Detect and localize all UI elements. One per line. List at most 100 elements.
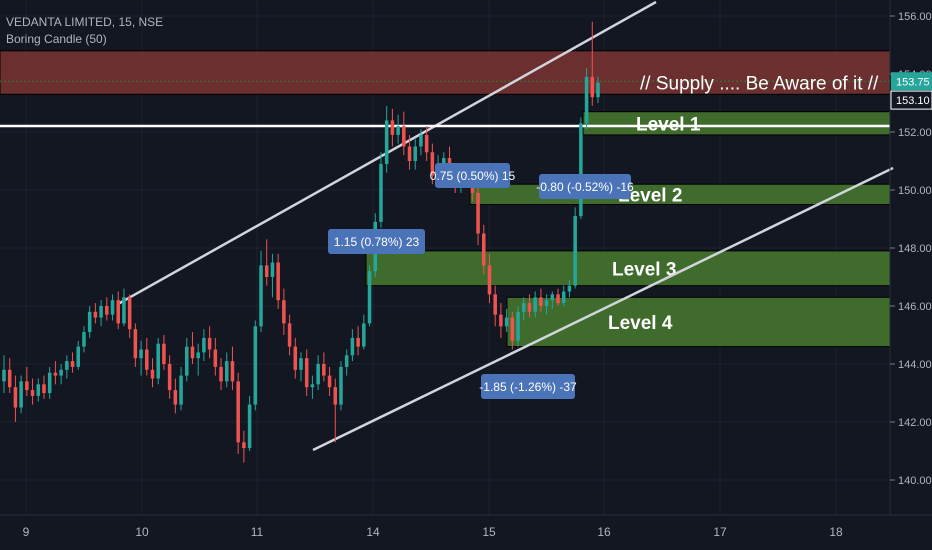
candle[interactable] <box>499 303 503 338</box>
candle[interactable] <box>579 117 583 220</box>
candle[interactable] <box>184 337 189 382</box>
candle[interactable] <box>590 21 595 106</box>
candle[interactable] <box>76 340 81 370</box>
candle[interactable] <box>253 320 258 411</box>
candle[interactable] <box>299 352 303 382</box>
candle[interactable] <box>224 352 229 388</box>
candle[interactable] <box>544 294 549 315</box>
candle[interactable] <box>390 108 395 147</box>
measurement-box[interactable] <box>435 163 510 188</box>
candle[interactable] <box>419 129 423 156</box>
candle[interactable] <box>47 366 52 399</box>
candle[interactable] <box>327 366 332 396</box>
candle[interactable] <box>196 343 200 376</box>
candle[interactable] <box>82 326 86 353</box>
candle[interactable] <box>510 311 515 350</box>
candle[interactable] <box>133 323 138 367</box>
measurement-box[interactable] <box>328 229 425 254</box>
candle[interactable] <box>30 378 35 405</box>
candle[interactable] <box>430 143 435 185</box>
candle[interactable] <box>87 306 92 338</box>
candle[interactable] <box>493 285 497 327</box>
candle[interactable] <box>396 114 400 144</box>
candle[interactable] <box>70 352 75 373</box>
candle[interactable] <box>282 288 286 335</box>
candle[interactable] <box>527 294 532 318</box>
candle[interactable] <box>139 340 143 376</box>
candle[interactable] <box>207 326 212 359</box>
candle[interactable] <box>356 326 360 356</box>
candle[interactable] <box>162 335 166 370</box>
candle[interactable] <box>516 306 520 347</box>
demand-zone-level-4[interactable] <box>506 296 891 348</box>
candle[interactable] <box>116 291 121 330</box>
candle[interactable] <box>304 349 309 396</box>
candle[interactable] <box>7 358 12 393</box>
candle[interactable] <box>287 314 292 356</box>
candle[interactable] <box>424 126 429 161</box>
candle[interactable] <box>110 294 115 321</box>
candle[interactable] <box>344 349 349 376</box>
candle[interactable] <box>487 253 492 304</box>
candle[interactable] <box>407 134 412 170</box>
candle[interactable] <box>293 337 298 379</box>
candle[interactable] <box>230 346 235 391</box>
candle[interactable] <box>339 361 343 411</box>
candle[interactable] <box>259 250 263 333</box>
candle[interactable] <box>476 187 480 246</box>
candle[interactable] <box>556 288 560 306</box>
candle[interactable] <box>127 294 132 338</box>
candle[interactable] <box>521 297 526 321</box>
candle[interactable] <box>567 279 572 298</box>
candle[interactable] <box>276 253 280 309</box>
candle[interactable] <box>42 375 46 399</box>
candle[interactable] <box>316 355 320 391</box>
measurement-box[interactable] <box>481 374 575 399</box>
candle[interactable] <box>270 253 275 298</box>
candle[interactable] <box>322 352 326 382</box>
candle[interactable] <box>99 300 103 327</box>
candle[interactable] <box>539 288 543 312</box>
candle[interactable] <box>236 372 240 454</box>
candle[interactable] <box>25 366 29 396</box>
candle[interactable] <box>310 375 315 399</box>
candle[interactable] <box>59 364 63 385</box>
candle[interactable] <box>93 303 98 324</box>
candle[interactable] <box>219 358 223 391</box>
candle[interactable] <box>402 111 406 156</box>
candle[interactable] <box>367 265 372 327</box>
candle[interactable] <box>379 152 383 228</box>
lower-channel-line[interactable] <box>312 166 894 452</box>
candle[interactable] <box>561 285 566 306</box>
candle[interactable] <box>190 332 195 364</box>
candle[interactable] <box>167 355 172 399</box>
candle[interactable] <box>413 137 418 170</box>
candle[interactable] <box>53 361 58 385</box>
candle[interactable] <box>350 329 355 362</box>
candle[interactable] <box>150 358 155 388</box>
candle[interactable] <box>213 337 218 376</box>
candle[interactable] <box>202 329 206 362</box>
candle[interactable] <box>596 76 600 103</box>
candle[interactable] <box>333 378 338 443</box>
candle[interactable] <box>179 366 183 411</box>
candle[interactable] <box>362 314 366 350</box>
candle[interactable] <box>264 239 269 286</box>
candle[interactable] <box>242 430 246 463</box>
candle[interactable] <box>533 291 537 318</box>
candle[interactable] <box>122 288 126 327</box>
candle[interactable] <box>145 337 149 376</box>
candle[interactable] <box>550 291 555 309</box>
demand-zone-level-3[interactable] <box>365 250 891 287</box>
candle[interactable] <box>384 105 389 173</box>
candle[interactable] <box>36 378 41 402</box>
candle[interactable] <box>65 355 69 379</box>
candle[interactable] <box>584 68 589 130</box>
candle[interactable] <box>156 337 160 385</box>
demand-zone-level-1[interactable] <box>582 111 891 136</box>
candle[interactable] <box>19 375 23 414</box>
candle[interactable] <box>173 378 178 414</box>
candle[interactable] <box>13 375 18 422</box>
candle[interactable] <box>105 297 109 321</box>
